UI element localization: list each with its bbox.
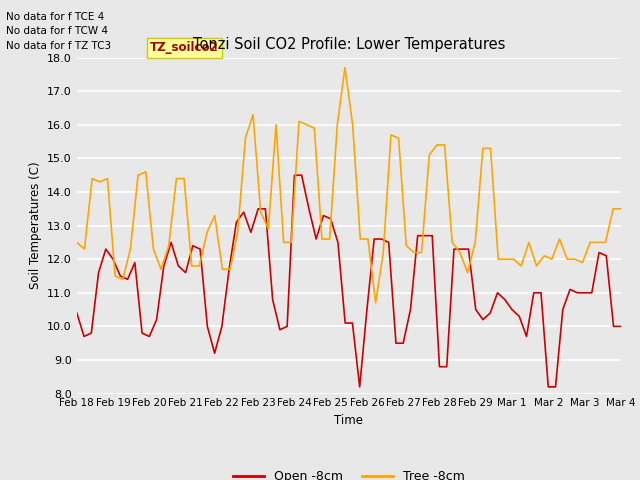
X-axis label: Time: Time <box>334 414 364 427</box>
Y-axis label: Soil Temperatures (C): Soil Temperatures (C) <box>29 162 42 289</box>
Legend: Open -8cm, Tree -8cm: Open -8cm, Tree -8cm <box>228 465 470 480</box>
Text: TZ_soilco2: TZ_soilco2 <box>150 41 219 54</box>
Text: No data for f TCE 4: No data for f TCE 4 <box>6 12 105 22</box>
Text: No data for f TCW 4: No data for f TCW 4 <box>6 26 108 36</box>
Text: No data for f TZ TC3: No data for f TZ TC3 <box>6 41 111 51</box>
Title: Tonzi Soil CO2 Profile: Lower Temperatures: Tonzi Soil CO2 Profile: Lower Temperatur… <box>193 37 505 52</box>
